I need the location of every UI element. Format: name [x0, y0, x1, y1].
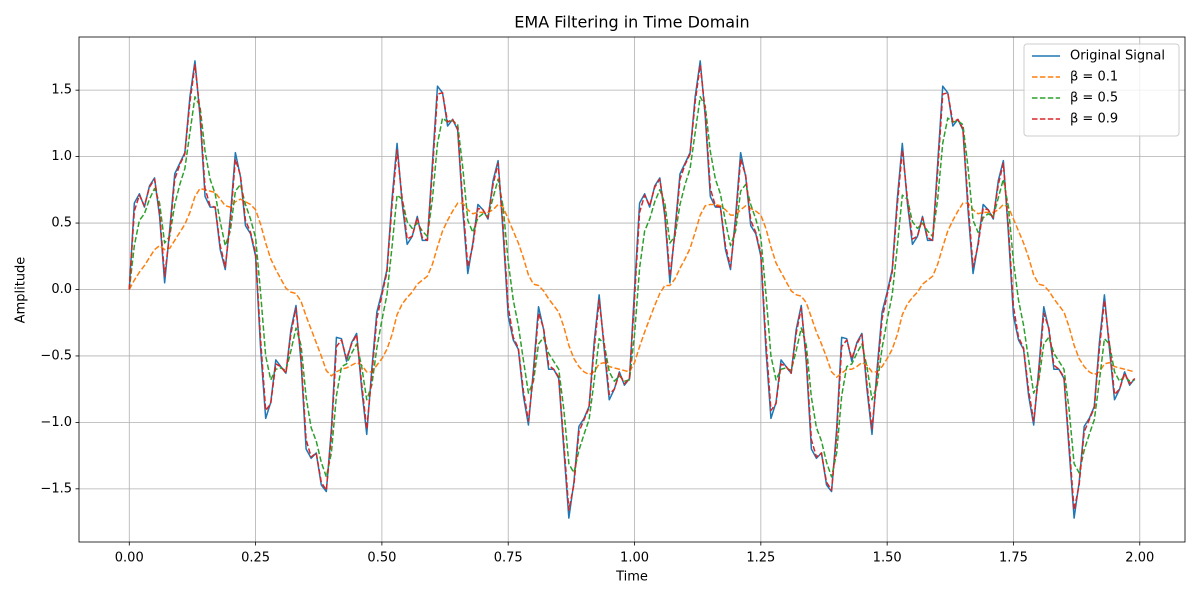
x-tick-label: 0.75: [494, 551, 523, 566]
legend-box: [1023, 43, 1180, 137]
x-tick-label: 1.75: [999, 551, 1028, 566]
x-tick-label: 1.25: [746, 551, 775, 566]
y-axis-label: Amplitude: [14, 257, 29, 324]
y-tick-label: 0.0: [51, 282, 72, 297]
legend: Original Signal β = 0.1 β = 0.5 β = 0.9: [1023, 43, 1180, 137]
chart-title: EMA Filtering in Time Domain: [514, 13, 749, 32]
x-tick-label: 2.00: [1125, 551, 1154, 566]
y-tick-label: −1.5: [40, 481, 72, 496]
y-tick-label: 1.0: [51, 149, 72, 164]
series-line: [128, 96, 1135, 478]
x-tick-label: 0.00: [115, 551, 144, 566]
x-tick-label: 1.50: [873, 551, 902, 566]
legend-label: β = 0.1: [1070, 70, 1118, 85]
x-tick-label: 0.50: [367, 551, 396, 566]
legend-label: β = 0.5: [1070, 91, 1118, 106]
y-tick-label: 1.5: [51, 83, 72, 98]
plot-frame: [78, 36, 1186, 543]
y-tick-label: −1.0: [40, 415, 72, 430]
legend-label: Original Signal: [1070, 49, 1165, 64]
y-tick-label: −0.5: [40, 348, 72, 363]
legend-label: β = 0.9: [1070, 112, 1118, 127]
x-tick-label: 1.00: [620, 551, 649, 566]
y-tick-label: 0.5: [51, 216, 72, 231]
series-line: [128, 187, 1135, 378]
series-line: [128, 64, 1136, 511]
x-tick-label: 0.25: [241, 551, 270, 566]
x-axis-label: Time: [615, 570, 648, 585]
